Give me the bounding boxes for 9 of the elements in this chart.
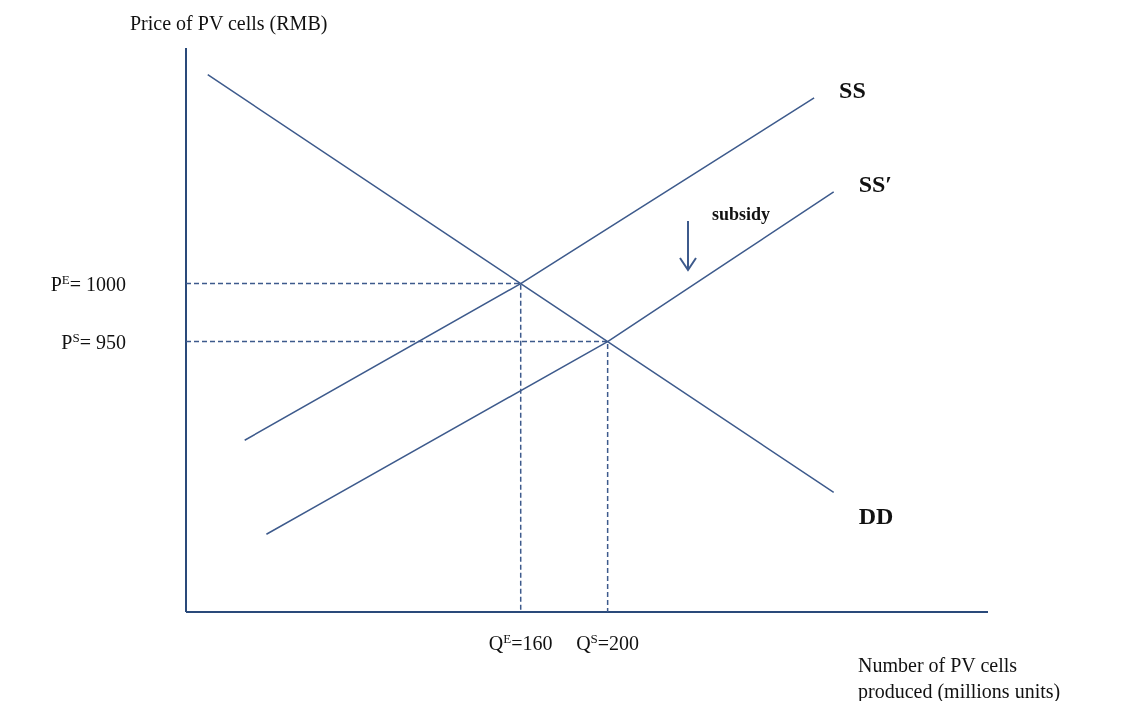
y-tick-label: P$^{S}$= 950	[61, 329, 126, 353]
x-tick-label: Q$^{E}$=160	[488, 630, 553, 654]
annotation: subsidy	[712, 204, 771, 224]
series-label: SS	[839, 76, 866, 103]
y-axis-title: Price of PV cells (RMB)	[130, 12, 328, 35]
series-label: DD	[858, 503, 894, 530]
series-label: SS′	[858, 170, 893, 197]
x-tick-label: Q$^{S}$=200	[576, 630, 640, 654]
y-tick-label: P$^{E}$= 1000	[50, 271, 126, 295]
